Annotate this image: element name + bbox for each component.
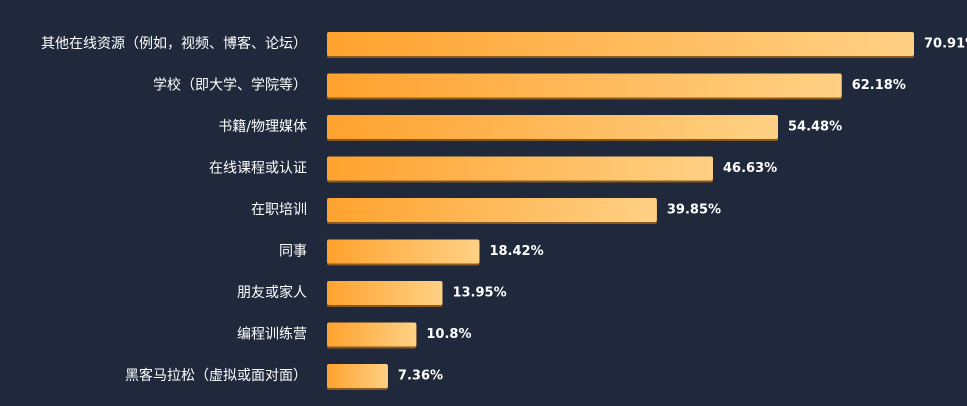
bar <box>327 364 388 388</box>
value-label: 7.36% <box>398 369 443 384</box>
category-label: 学校（即大学、学院等） <box>153 77 307 94</box>
category-label: 朋友或家人 <box>237 284 307 301</box>
bar <box>327 32 914 56</box>
bar <box>327 239 480 264</box>
bar <box>327 322 417 347</box>
category-label: 书籍/物理媒体 <box>218 118 307 135</box>
value-label: 10.8% <box>426 327 471 342</box>
value-label: 46.63% <box>723 161 777 176</box>
value-label: 70.91% <box>924 37 967 52</box>
category-label: 黑客马拉松（虚拟或面对面） <box>125 367 307 384</box>
value-label: 18.42% <box>489 244 543 259</box>
category-label: 同事 <box>279 244 307 260</box>
category-label: 其他在线资源（例如，视频、博客、论坛） <box>41 35 307 52</box>
bar <box>327 281 443 305</box>
category-label: 在线课程或认证 <box>209 161 307 177</box>
bar <box>327 115 778 139</box>
value-label: 13.95% <box>452 286 506 301</box>
bar <box>327 198 657 222</box>
bars-group: 其他在线资源（例如，视频、博客、论坛） 70.91% 学校（即大学、学院等） 62.1… <box>41 32 967 390</box>
value-label: 62.18% <box>852 78 906 93</box>
category-label: 编程训练营 <box>237 327 307 343</box>
category-label: 在职培训 <box>251 202 307 218</box>
value-label: 39.85% <box>667 203 721 218</box>
bar <box>327 156 714 181</box>
value-label: 54.48% <box>788 120 842 135</box>
bar <box>327 73 842 98</box>
